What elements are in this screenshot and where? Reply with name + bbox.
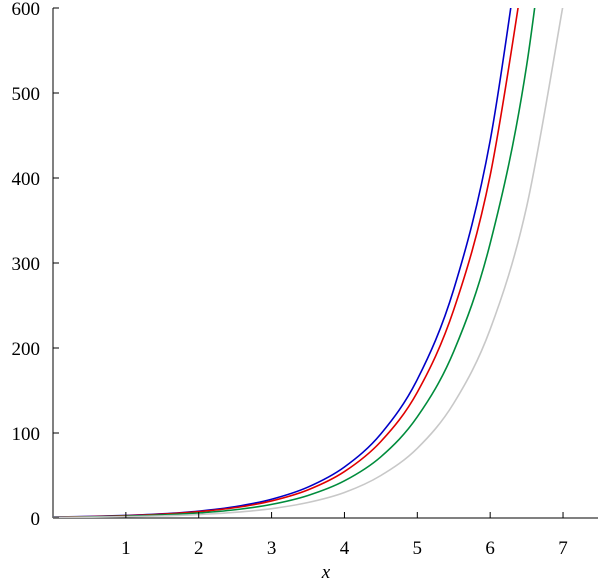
y-tick-label: 200: [12, 339, 41, 360]
x-tick-label: 4: [340, 538, 350, 559]
x-axis-label: x: [321, 562, 331, 583]
series-line: [53, 8, 536, 518]
y-tick-label: 500: [12, 84, 41, 105]
x-tick-label: 5: [413, 538, 423, 559]
series-line: [53, 8, 564, 518]
y-tick-label: 300: [12, 254, 41, 275]
x-tick-label: 3: [267, 538, 277, 559]
x-tick-label: 7: [558, 538, 568, 559]
plot-area: [53, 8, 564, 518]
y-tick-label: 400: [12, 169, 41, 190]
x-tick-label: 2: [194, 538, 204, 559]
y-tick-label: 600: [12, 0, 41, 20]
x-tick-label: 6: [485, 538, 495, 559]
series-line: [53, 8, 512, 518]
y-tick-label: 100: [12, 424, 41, 445]
x-tick-label: 1: [121, 538, 131, 559]
y-tick-label: 0: [31, 509, 41, 530]
series-line: [53, 8, 519, 518]
